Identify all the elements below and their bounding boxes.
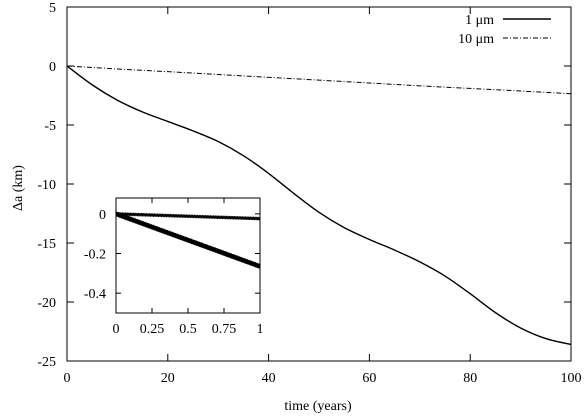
y-tick-label: -20 (37, 296, 56, 311)
inset-series (115, 211, 261, 269)
y-tick-label: 5 (49, 1, 56, 16)
inset-series-band-10um (115, 212, 261, 221)
x-tick-label: 60 (362, 371, 376, 386)
main-ticks (66, 6, 572, 362)
legend: 1 μm 10 μm (458, 13, 551, 47)
inset-ticks (115, 198, 261, 313)
inset-y-tick-label: -0.2 (84, 248, 106, 263)
y-tick-label: -25 (37, 355, 56, 370)
x-tick-label: 0 (64, 371, 71, 386)
y-tick-label: 0 (49, 60, 56, 75)
inset-background (76, 196, 272, 339)
main-series (66, 65, 572, 346)
x-tick-label: 20 (161, 371, 175, 386)
inset-series-band-1um (115, 211, 261, 269)
x-tick-label: 80 (463, 371, 477, 386)
series-line-10um (66, 65, 572, 95)
y-axis-title: Δa (km) (11, 165, 26, 211)
y-tick-label: -10 (37, 178, 56, 193)
inset-tick-labels: 0 0.25 0.5 0.75 1 0 -0.2 -0.4 (84, 208, 264, 337)
inset-y-tick-label: -0.4 (84, 287, 106, 302)
x-axis-title: time (years) (284, 399, 352, 414)
inset-y-tick-label: 0 (99, 208, 106, 223)
y-tick-label: -15 (37, 237, 56, 252)
legend-label-10um: 10 μm (458, 32, 494, 47)
y-tick-label: -5 (44, 119, 56, 134)
inset-x-tick-label: 0.75 (212, 322, 237, 337)
inset-x-tick-label: 1 (257, 322, 264, 337)
series-line-1um (66, 65, 572, 346)
inset-x-tick-label: 0.25 (140, 322, 165, 337)
inset-chart: 0 0.25 0.5 0.75 1 0 -0.2 -0.4 (76, 196, 272, 339)
x-tick-label: 100 (561, 371, 582, 386)
legend-label-1um: 1 μm (465, 13, 494, 28)
inset-x-tick-label: 0 (113, 322, 120, 337)
x-tick-label: 40 (262, 371, 276, 386)
inset-x-tick-label: 0.5 (179, 322, 197, 337)
